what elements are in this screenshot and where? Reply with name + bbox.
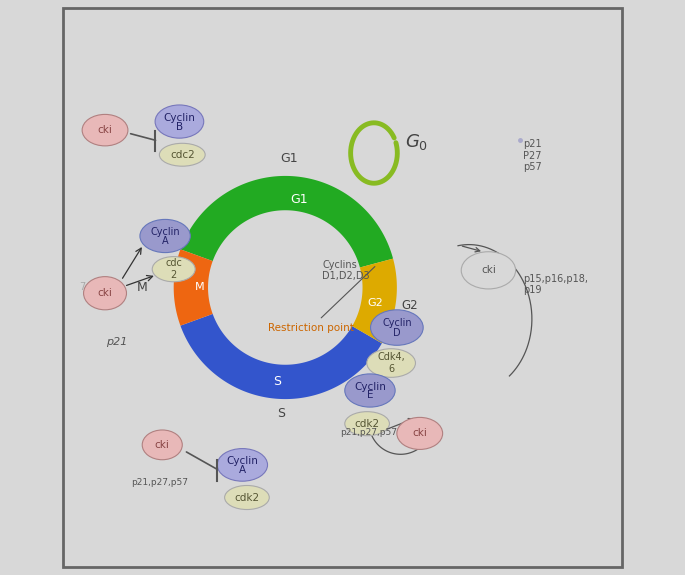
Text: $G_0$: $G_0$ xyxy=(406,132,429,152)
Ellipse shape xyxy=(217,448,268,481)
Text: p21
P27
p57: p21 P27 p57 xyxy=(523,139,542,172)
Ellipse shape xyxy=(225,485,269,509)
Text: Cyclin: Cyclin xyxy=(150,227,180,237)
Text: 7: 7 xyxy=(79,282,85,293)
Text: Restriction point: Restriction point xyxy=(268,267,375,332)
Text: cdc2: cdc2 xyxy=(170,150,195,160)
Ellipse shape xyxy=(345,374,395,407)
Polygon shape xyxy=(352,259,397,343)
Text: cki: cki xyxy=(155,440,170,450)
Text: A: A xyxy=(239,465,246,475)
Text: Cyclin: Cyclin xyxy=(382,319,412,328)
Ellipse shape xyxy=(367,348,416,377)
Ellipse shape xyxy=(84,277,127,310)
Text: Cdk4,
6: Cdk4, 6 xyxy=(377,352,405,374)
Text: cdc
2: cdc 2 xyxy=(165,258,182,280)
Text: p21: p21 xyxy=(105,337,127,347)
Ellipse shape xyxy=(152,256,195,282)
Text: D: D xyxy=(393,328,401,338)
Text: M: M xyxy=(195,282,204,293)
Ellipse shape xyxy=(142,430,182,460)
Text: cki: cki xyxy=(97,288,112,298)
Text: Cyclin: Cyclin xyxy=(227,456,258,466)
Text: cki: cki xyxy=(97,125,112,135)
Text: M: M xyxy=(137,281,147,294)
Text: p21,p27,p57: p21,p27,p57 xyxy=(340,428,397,437)
Text: G2: G2 xyxy=(368,298,384,308)
Polygon shape xyxy=(180,176,393,267)
Text: S: S xyxy=(277,407,286,420)
Text: G1: G1 xyxy=(290,193,308,206)
Ellipse shape xyxy=(461,252,516,289)
Polygon shape xyxy=(174,250,212,325)
Text: p21,p27,p57: p21,p27,p57 xyxy=(131,478,188,486)
Ellipse shape xyxy=(371,310,423,346)
Text: p15,p16,p18,
p19: p15,p16,p18, p19 xyxy=(523,274,588,296)
Ellipse shape xyxy=(345,412,389,436)
Text: cki: cki xyxy=(481,265,496,275)
Text: Cyclin: Cyclin xyxy=(164,113,195,122)
Ellipse shape xyxy=(397,417,443,450)
Text: cdk2: cdk2 xyxy=(355,419,379,429)
Polygon shape xyxy=(180,314,382,399)
Ellipse shape xyxy=(82,114,128,146)
Text: B: B xyxy=(176,121,183,132)
Text: G2: G2 xyxy=(401,298,419,312)
Text: cki: cki xyxy=(412,428,427,438)
Ellipse shape xyxy=(155,105,203,138)
Ellipse shape xyxy=(160,143,206,166)
Text: Cyclin: Cyclin xyxy=(354,382,386,392)
Text: Cyclins
D1,D2,D3: Cyclins D1,D2,D3 xyxy=(323,259,370,281)
Text: E: E xyxy=(366,390,373,400)
Text: G1: G1 xyxy=(280,152,298,166)
Text: cdk2: cdk2 xyxy=(234,493,260,503)
Text: A: A xyxy=(162,236,169,246)
Text: S: S xyxy=(273,375,281,388)
Ellipse shape xyxy=(140,220,190,252)
